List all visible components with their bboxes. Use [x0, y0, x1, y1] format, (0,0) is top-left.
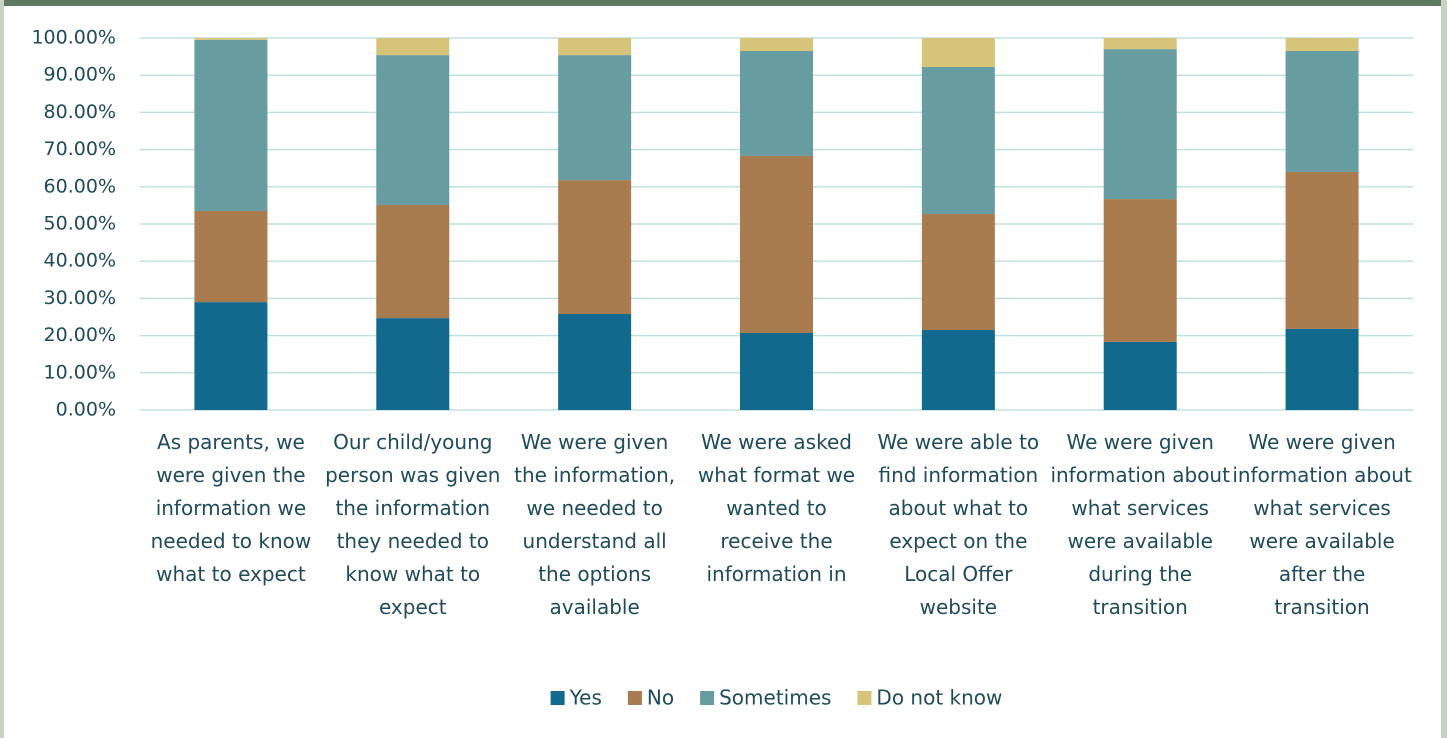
bar-segment: [376, 205, 450, 319]
y-tick-label: 0.00%: [56, 399, 116, 421]
bar-segment: [558, 55, 632, 181]
bar-segment: [740, 38, 813, 52]
bar-segment: [740, 155, 813, 333]
bar-segment: [376, 318, 450, 410]
bar-segment: [1103, 49, 1177, 200]
y-tick-label: 20.00%: [44, 324, 116, 346]
y-tick-label: 100.00%: [31, 27, 116, 49]
x-tick-label: We were able to find information about wha…: [878, 430, 1040, 619]
bar-segment: [1285, 38, 1359, 52]
legend-label: Yes: [569, 686, 602, 710]
bar-segment: [558, 180, 632, 315]
bar-segment: [194, 39, 268, 211]
bar-segment: [921, 38, 995, 68]
legend-label: No: [647, 686, 674, 710]
bar-segment: [194, 210, 268, 303]
legend-label: Do not know: [876, 686, 1002, 710]
bar-segment: [558, 314, 632, 410]
y-tick-label: 70.00%: [44, 138, 116, 160]
legend: Yes No Sometimes Do not know: [550, 686, 1002, 710]
y-tick-label: 10.00%: [44, 361, 116, 383]
x-tick-label: We were given information about what servi…: [1050, 430, 1230, 619]
x-tick-label: We were asked what format we wanted to rece…: [698, 430, 855, 586]
bar-segment: [921, 213, 995, 331]
bar-segment: [376, 38, 450, 56]
x-tick-label: Our child/young person was given the infor…: [325, 430, 500, 619]
legend-label: Sometimes: [719, 686, 831, 710]
bar-segment: [194, 38, 268, 40]
y-tick-label: 60.00%: [44, 175, 116, 197]
top-frame: [0, 0, 1447, 6]
left-frame: [0, 0, 4, 738]
bar-segment: [1285, 171, 1359, 329]
legend-swatch: [550, 691, 565, 705]
x-tick-label: As parents, we were given the information …: [151, 430, 312, 586]
bar-segment: [1103, 341, 1177, 410]
bar-segment: [376, 55, 450, 206]
bar-segment: [740, 51, 813, 156]
bar-segment: [921, 67, 995, 214]
x-tick-label: We were given information about what servi…: [1232, 430, 1412, 619]
y-tick-label: 30.00%: [44, 287, 116, 309]
bar-segment: [1103, 38, 1177, 50]
legend-swatch: [700, 691, 715, 705]
bar-segment: [740, 332, 813, 410]
y-tick-label: 80.00%: [44, 101, 116, 123]
y-tick-label: 40.00%: [44, 250, 116, 272]
legend-swatch: [627, 691, 642, 705]
bar-segment: [558, 38, 632, 56]
bar-segment: [194, 302, 268, 410]
bar-segment: [921, 330, 995, 410]
bar-segment: [1285, 328, 1359, 410]
bar-segment: [1285, 51, 1359, 172]
x-tick-label: We were given the information, we needed t…: [514, 430, 675, 619]
right-frame: [1441, 0, 1447, 738]
y-tick-label: 90.00%: [44, 64, 116, 86]
bar-segment: [1103, 199, 1177, 342]
legend-swatch: [857, 691, 872, 705]
y-tick-label: 50.00%: [44, 213, 116, 235]
